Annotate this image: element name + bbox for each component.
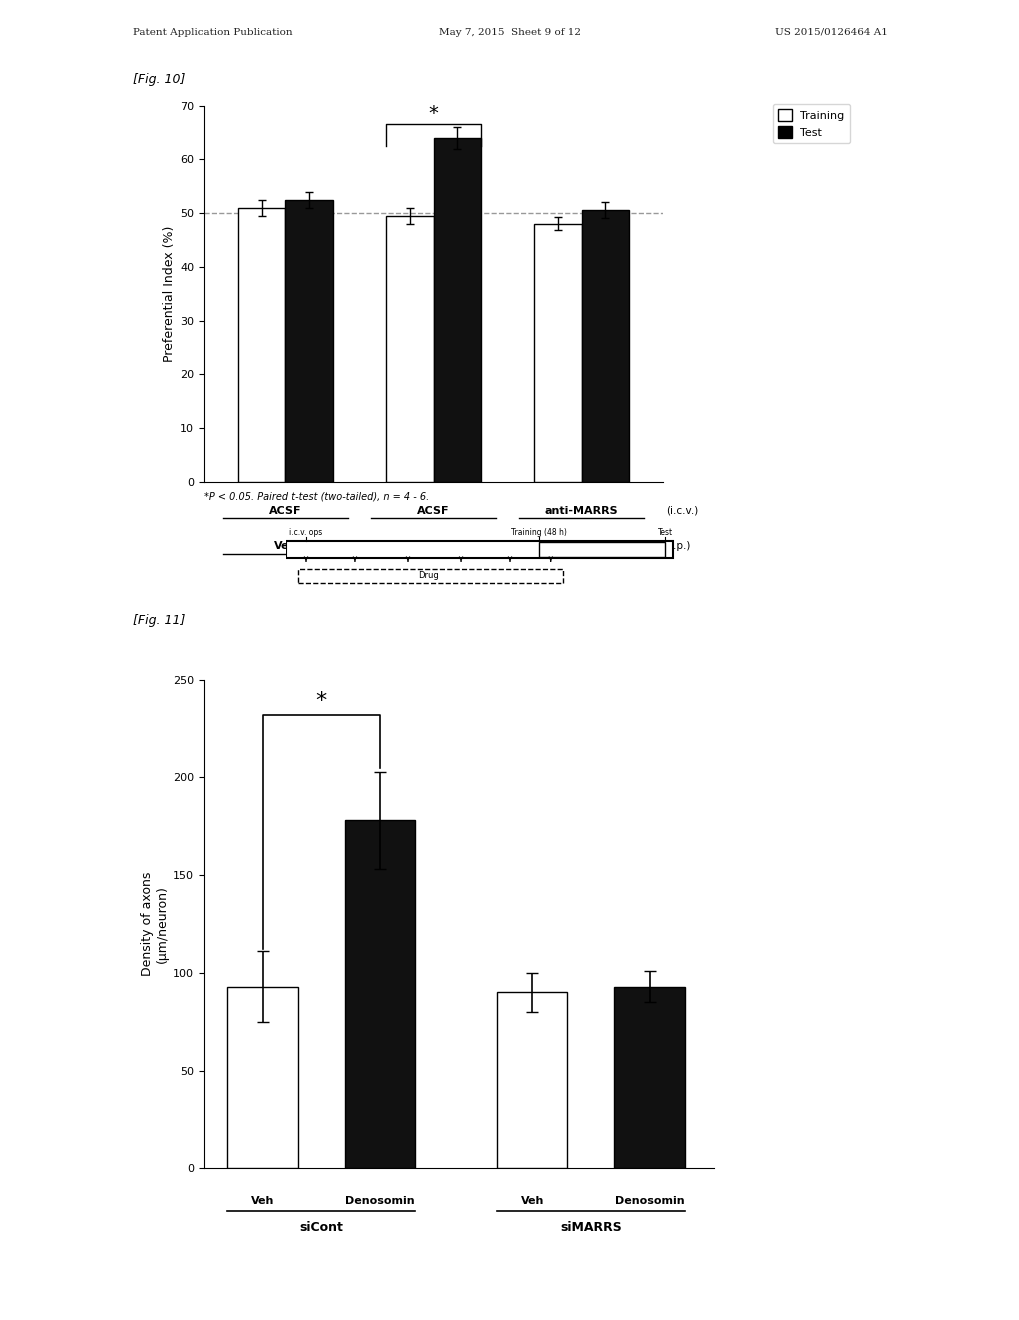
Bar [538,543,664,557]
Y-axis label: Density of axons
(μm/neuron): Density of axons (μm/neuron) [141,871,169,977]
Text: Veh: Veh [273,541,297,550]
Text: Denosomin: Denosomin [344,1196,415,1205]
Bar [285,541,673,558]
Text: Denosomin: Denosomin [614,1196,684,1205]
Text: anti-MARRS: anti-MARRS [544,506,618,516]
Text: *P < 0.05. Paired t-test (two-tailed), n = 4 - 6.: *P < 0.05. Paired t-test (two-tailed), n… [204,491,429,502]
Text: ACSF: ACSF [269,506,302,516]
Text: (i.p.): (i.p.) [665,541,690,550]
Bar [581,210,629,482]
Text: i.c.v. ops: i.c.v. ops [289,528,322,536]
Text: Drug: Drug [418,572,438,581]
Bar [227,986,298,1168]
Bar [298,569,562,583]
Text: May 7, 2015  Sheet 9 of 12: May 7, 2015 Sheet 9 of 12 [438,28,581,37]
Bar [613,986,684,1168]
Text: [Fig. 10]: [Fig. 10] [132,73,184,86]
Text: Patent Application Publication: Patent Application Publication [132,28,291,37]
Bar [386,215,433,482]
Text: (i.c.v.): (i.c.v.) [665,506,698,516]
Text: Veh: Veh [251,1196,274,1205]
Y-axis label: Preferential Index (%): Preferential Index (%) [163,226,176,362]
Bar [496,993,567,1168]
Bar [344,821,415,1168]
Text: [Fig. 11]: [Fig. 11] [132,614,184,627]
Text: US 2015/0126464 A1: US 2015/0126464 A1 [773,28,887,37]
Text: Veh: Veh [520,1196,543,1205]
Text: ACSF: ACSF [417,506,449,516]
Text: Training (48 h): Training (48 h) [511,528,566,536]
Bar [237,207,285,482]
Bar [534,224,581,482]
Text: siMARRS: siMARRS [559,1221,622,1234]
Text: *: * [315,692,326,711]
Text: Diosgenin: Diosgenin [476,541,538,550]
Text: Test: Test [657,528,672,536]
Bar [285,199,332,482]
Text: siCont: siCont [299,1221,342,1234]
Bar [433,137,480,482]
Legend: Training, Test: Training, Test [771,104,850,143]
Text: *: * [428,104,438,123]
